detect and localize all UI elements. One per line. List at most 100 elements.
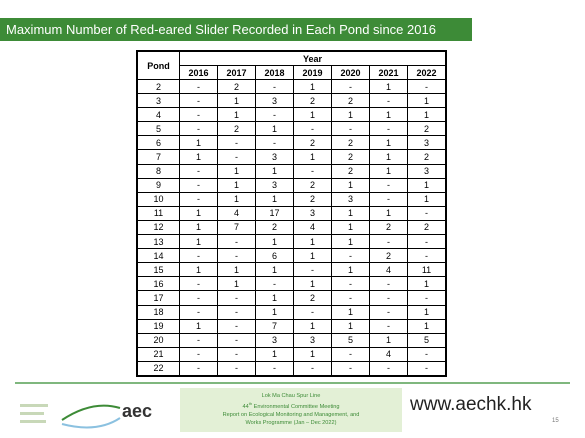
table-row: 16-1-1- -1	[136, 276, 447, 292]
column-header: 2022	[407, 65, 447, 80]
cell: 1	[255, 346, 294, 362]
cell: 1	[179, 149, 218, 165]
cell: 3	[293, 332, 332, 348]
cell: 4	[369, 262, 408, 278]
cell: 1	[293, 318, 332, 334]
cell: 1	[255, 121, 294, 137]
cell: -	[407, 248, 447, 264]
cell: 1	[293, 107, 332, 123]
cell: -	[217, 234, 256, 250]
cell: 2	[217, 121, 256, 137]
cell: 1	[293, 78, 332, 95]
cell: -	[369, 304, 408, 320]
cell: 1	[407, 304, 447, 320]
header-row: 2016 2017 2018 2019 2020 2021 2022	[137, 65, 447, 80]
cell: -	[407, 234, 447, 250]
logo-decor	[20, 420, 46, 423]
cell: 4	[293, 219, 332, 236]
cell: 5	[407, 332, 447, 348]
website: www.aechk.hk	[410, 394, 532, 415]
cell: 2	[331, 135, 370, 151]
pond-cell: 18	[136, 304, 180, 320]
cell: 1	[331, 318, 370, 334]
cell: -	[255, 78, 294, 95]
cell: -	[217, 304, 256, 320]
cell: -	[369, 177, 408, 193]
cell: 1	[293, 248, 332, 264]
cell: 2	[293, 177, 332, 193]
cell: 1	[407, 191, 447, 207]
cell: 17	[255, 205, 294, 221]
column-header: 2019	[293, 65, 332, 80]
cell: 11	[407, 262, 447, 278]
cell: 1	[293, 149, 332, 165]
cell: 1	[331, 234, 370, 250]
pond-cell: 20	[136, 332, 180, 348]
cell: 1	[369, 107, 408, 123]
cell: 1	[293, 234, 332, 250]
cell: -	[255, 276, 294, 292]
cell: 1	[407, 177, 447, 193]
cell: 3	[407, 135, 447, 151]
cell: 1	[407, 107, 447, 123]
cell: 2	[217, 78, 256, 95]
cell: 1	[179, 262, 218, 278]
cell: 1	[255, 163, 294, 179]
cell: 1	[331, 205, 370, 221]
pond-cell: 19	[136, 318, 180, 334]
cell: 1	[369, 78, 408, 95]
cell: 2	[331, 163, 370, 179]
pond-cell: 14	[136, 248, 180, 264]
cell: -	[179, 304, 218, 320]
cell: -	[331, 248, 370, 264]
cell: -	[179, 163, 218, 179]
cell: 2	[293, 135, 332, 151]
table-row: 20- -3 3 5 1 5	[136, 332, 447, 348]
cell: -	[217, 248, 256, 264]
cell: -	[179, 121, 218, 137]
cell: -	[369, 276, 408, 292]
footer-rule	[15, 382, 570, 384]
cell: -	[369, 290, 408, 306]
pond-cell: 11	[136, 205, 180, 221]
data-table: Pond Year 2016 2017 2018 2019 2020 2021 2022 2-2-…	[136, 50, 447, 377]
cell: 1	[217, 191, 256, 207]
cell: 1	[369, 149, 408, 165]
cell: 2	[369, 248, 408, 264]
cell: 1	[331, 107, 370, 123]
logo-text: aec	[122, 401, 153, 421]
pond-cell: 9	[136, 177, 180, 193]
cell: 1	[217, 107, 256, 123]
cell: -	[255, 360, 294, 377]
pond-cell: 13	[136, 234, 180, 250]
cell: 2	[331, 93, 370, 109]
header-row: Pond Year	[136, 50, 447, 80]
cell: -	[217, 346, 256, 362]
logo-swoosh	[61, 404, 121, 421]
meeting-number: 44	[242, 403, 249, 410]
cell: 1	[179, 234, 218, 250]
cell: 3	[407, 163, 447, 179]
cell: 3	[255, 149, 294, 165]
cell: -	[217, 360, 256, 377]
cell: 1	[217, 163, 256, 179]
cell: 4	[217, 205, 256, 221]
cell: -	[331, 346, 370, 362]
logo-decor	[20, 404, 48, 407]
column-header: 2016	[179, 65, 218, 80]
cell: -	[293, 304, 332, 320]
cell: 1	[369, 332, 408, 348]
cell: -	[179, 177, 218, 193]
cell: -	[407, 360, 447, 377]
cell: -	[179, 93, 218, 109]
cell: 2	[407, 149, 447, 165]
cell: -	[331, 121, 370, 137]
cell: -	[179, 107, 218, 123]
cell: 2	[293, 290, 332, 306]
table-row: 15 1 1 1-1 4 11	[136, 262, 447, 278]
cell: 3	[255, 177, 294, 193]
